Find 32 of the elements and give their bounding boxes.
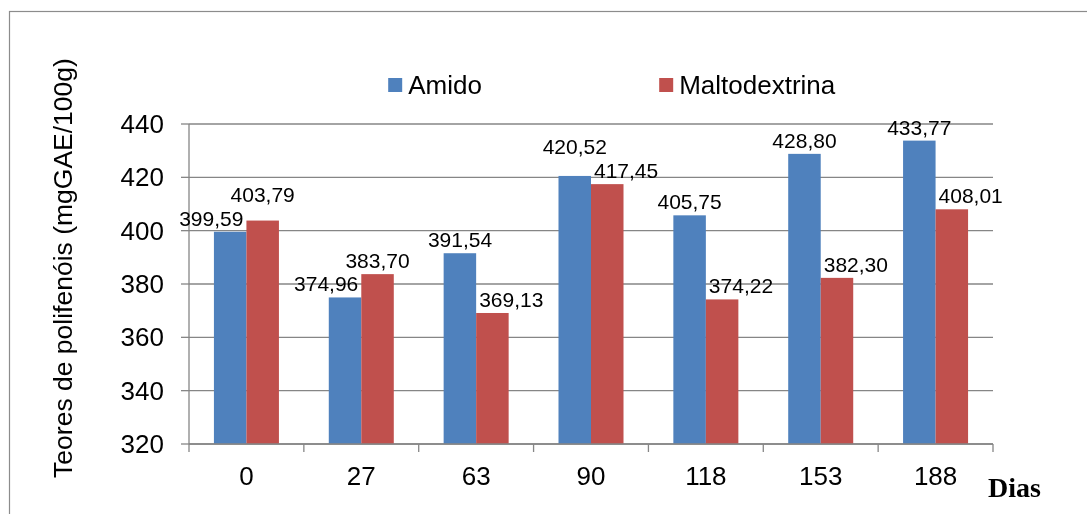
x-tick-label: 0 [239, 461, 254, 492]
data-label: 417,45 [594, 159, 659, 183]
data-label: 433,77 [887, 115, 952, 139]
x-tick-label: 63 [461, 461, 491, 492]
x-tick-label: 153 [799, 461, 843, 492]
data-label: 420,52 [542, 135, 607, 159]
legend-label: Amido [408, 70, 482, 101]
x-axis-title: Dias [988, 472, 1041, 503]
data-label: 399,59 [179, 206, 244, 230]
data-label: 369,13 [479, 287, 544, 311]
data-label: 405,75 [657, 190, 722, 214]
data-label: 383,70 [345, 249, 410, 273]
y-tick-label: 440 [120, 109, 164, 140]
x-tick-label: 27 [346, 461, 376, 492]
data-label: 374,96 [294, 272, 359, 296]
x-tick-label: 118 [685, 461, 727, 492]
y-axis-title: Teores de polifenóis (mgGAE/100g) [48, 58, 78, 478]
data-label: 391,54 [427, 228, 493, 252]
x-tick-label: 90 [576, 461, 606, 492]
y-tick-label: 400 [120, 215, 164, 246]
legend-label: Maltodextrina [679, 70, 836, 101]
data-label: 428,80 [772, 128, 837, 152]
y-tick-label: 360 [120, 322, 164, 353]
data-label: 374,22 [708, 274, 774, 298]
data-label: 408,01 [938, 184, 1003, 208]
y-tick-label: 320 [120, 429, 164, 460]
y-tick-label: 420 [120, 162, 164, 193]
y-tick-label: 380 [120, 269, 164, 300]
y-tick-label: 340 [120, 375, 164, 406]
x-tick-label: 188 [913, 461, 958, 492]
data-label: 382,30 [823, 252, 888, 276]
data-label: 403,79 [230, 182, 295, 206]
